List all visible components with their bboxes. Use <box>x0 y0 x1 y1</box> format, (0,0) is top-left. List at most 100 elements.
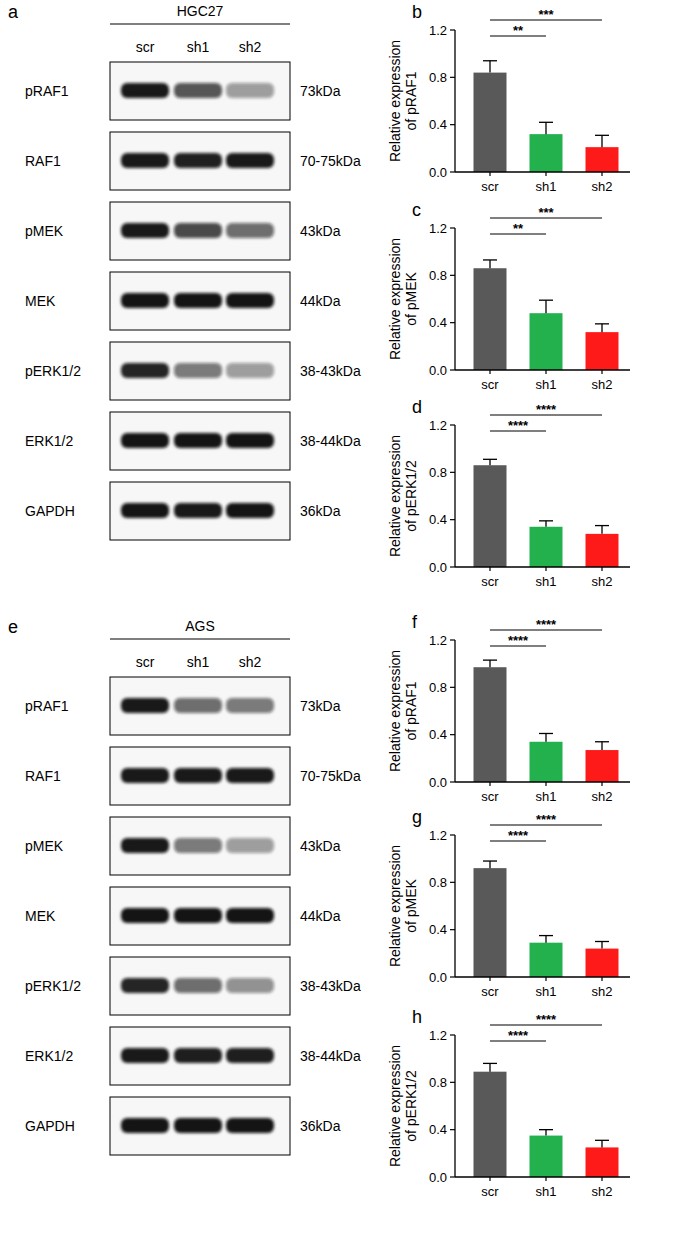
bar <box>586 332 619 370</box>
blot-frame <box>110 202 290 260</box>
error-cap <box>483 259 497 260</box>
blot-frame <box>110 677 290 735</box>
size-label: 36kDa <box>300 503 341 519</box>
band <box>174 503 222 518</box>
y-axis-label: Relative expression <box>387 650 403 772</box>
y-tick-label: 1.2 <box>429 221 447 236</box>
bar <box>474 73 507 172</box>
cell-line: HGC27 <box>177 3 224 19</box>
significance-label: *** <box>538 7 554 22</box>
y-tick-label: 1.2 <box>429 23 447 38</box>
error-cap <box>595 941 609 942</box>
panel-letter: d <box>412 397 422 417</box>
lane-label: scr <box>136 39 155 55</box>
band <box>226 1048 274 1063</box>
error-stem <box>545 1130 546 1136</box>
y-axis-label: of pRAF1 <box>403 681 419 740</box>
x-axis <box>455 781 630 782</box>
error-stem <box>601 324 602 332</box>
significance-label: **** <box>508 828 529 843</box>
x-tick <box>601 172 602 176</box>
protein-label: RAF1 <box>25 768 61 784</box>
error-bar <box>539 300 553 313</box>
band <box>174 768 222 783</box>
error-bar <box>595 942 609 949</box>
y-tick-label: 0.4 <box>429 727 447 742</box>
protein-label: ERK1/2 <box>25 1048 73 1064</box>
bars <box>474 660 619 782</box>
y-tick-label: 0.4 <box>429 922 447 937</box>
band <box>121 768 169 783</box>
panel-letter: e <box>8 617 18 637</box>
bar <box>586 534 619 567</box>
y-tick <box>450 882 455 883</box>
band <box>174 83 222 98</box>
significance-label: *** <box>538 205 554 220</box>
panel-letter: a <box>8 2 19 22</box>
size-label: 43kDa <box>300 223 341 239</box>
band <box>121 83 169 98</box>
significance-label: ** <box>513 221 524 236</box>
band <box>121 978 169 993</box>
protein-label: RAF1 <box>25 153 61 169</box>
panel-letter: h <box>412 1007 422 1027</box>
bar <box>474 1072 507 1177</box>
panel-letter: f <box>412 612 418 632</box>
x-tick <box>545 977 546 981</box>
band <box>121 838 169 853</box>
y-tick <box>450 566 455 567</box>
y-tick <box>450 171 455 172</box>
error-stem <box>489 660 490 667</box>
x-tick-label: sh1 <box>536 377 557 392</box>
y-tick <box>450 227 455 228</box>
protein-label: MEK <box>25 908 56 924</box>
band <box>121 363 169 378</box>
error-bar <box>539 521 553 527</box>
blot-frame <box>110 132 290 190</box>
y-axis-label: of pERK1/2 <box>403 460 419 532</box>
band <box>226 838 274 853</box>
blot-frame <box>110 1027 290 1085</box>
error-stem <box>545 122 546 134</box>
y-axis <box>454 1035 455 1177</box>
y-tick <box>450 639 455 640</box>
y-tick <box>450 1176 455 1177</box>
y-tick <box>450 275 455 276</box>
x-tick <box>601 567 602 571</box>
x-tick <box>489 172 490 176</box>
panel-letter: c <box>412 200 421 220</box>
size-label: 44kDa <box>300 908 341 924</box>
y-axis <box>454 640 455 782</box>
error-stem <box>545 521 546 527</box>
band <box>226 293 274 308</box>
error-cap <box>539 935 553 936</box>
error-stem <box>489 459 490 465</box>
lane-label: scr <box>136 654 155 670</box>
bar-chart: cRelative expressionof pMEK0.00.40.81.2s… <box>387 200 630 392</box>
header-rule <box>110 638 290 639</box>
error-stem <box>489 61 490 73</box>
band <box>121 293 169 308</box>
protein-label: pERK1/2 <box>25 363 81 379</box>
y-tick-label: 1.2 <box>429 828 447 843</box>
error-cap <box>595 135 609 136</box>
y-tick <box>450 1082 455 1083</box>
error-bar <box>483 1063 497 1071</box>
error-cap <box>595 323 609 324</box>
y-tick <box>450 124 455 125</box>
band <box>174 153 222 168</box>
panel-letter: g <box>412 807 422 827</box>
significance-label: **** <box>536 1012 557 1027</box>
y-axis-label: Relative expression <box>387 238 403 360</box>
blot-frame <box>110 887 290 945</box>
band <box>174 1118 222 1133</box>
x-tick-label: scr <box>481 377 499 392</box>
bars <box>474 861 619 977</box>
blot-frame <box>110 747 290 805</box>
error-bar <box>595 135 609 147</box>
x-tick-label: sh2 <box>592 574 613 589</box>
blot-frame <box>110 272 290 330</box>
x-tick-label: sh2 <box>592 377 613 392</box>
band <box>226 698 274 713</box>
bar-chart: gRelative expressionof pMEK0.00.40.81.2s… <box>387 807 630 999</box>
